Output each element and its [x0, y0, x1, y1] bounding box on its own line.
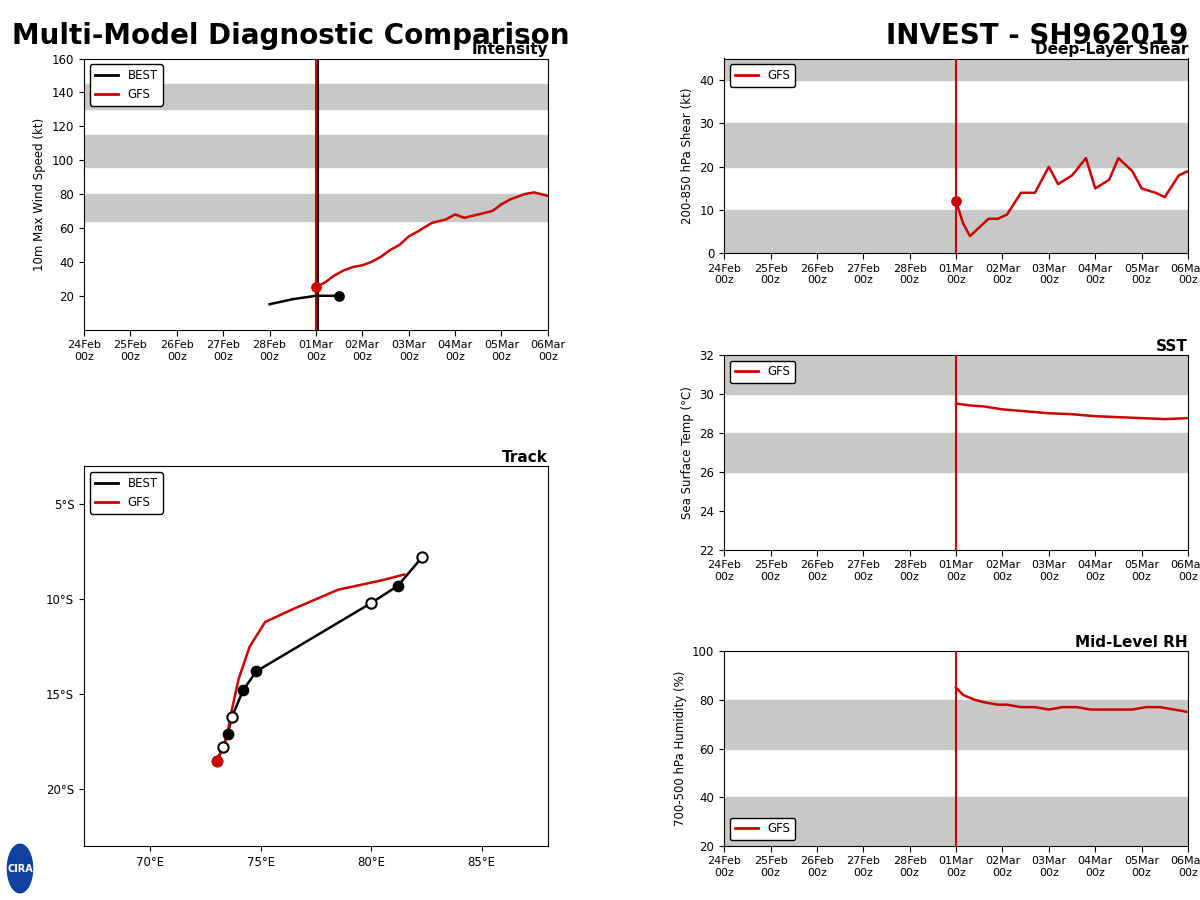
Bar: [84, 194, 548, 221]
Text: Multi-Model Diagnostic Comparison: Multi-Model Diagnostic Comparison: [12, 22, 570, 50]
Text: SST: SST: [1156, 338, 1188, 354]
Bar: [724, 58, 1188, 80]
Text: Intensity: Intensity: [472, 42, 548, 58]
Text: Deep-Layer Shear: Deep-Layer Shear: [1034, 42, 1188, 58]
Text: INVEST - SH962019: INVEST - SH962019: [886, 22, 1188, 50]
Bar: [724, 433, 1188, 472]
Point: [947, 194, 966, 209]
Y-axis label: Sea Surface Temp (°C): Sea Surface Temp (°C): [680, 386, 694, 518]
Bar: [724, 355, 1188, 394]
Point: [330, 289, 349, 303]
Bar: [724, 797, 1188, 846]
Point: [306, 280, 325, 294]
Point: [388, 579, 407, 593]
Bar: [724, 700, 1188, 749]
Text: Track: Track: [502, 450, 548, 465]
Bar: [84, 84, 548, 109]
Legend: BEST, GFS: BEST, GFS: [90, 65, 162, 106]
Point: [218, 727, 238, 742]
Point: [214, 740, 233, 754]
Text: CIRA: CIRA: [7, 863, 32, 874]
Point: [206, 753, 226, 768]
Legend: GFS: GFS: [730, 65, 796, 86]
Point: [247, 664, 266, 679]
Bar: [724, 123, 1188, 166]
Legend: GFS: GFS: [730, 361, 796, 383]
Text: Mid-Level RH: Mid-Level RH: [1075, 634, 1188, 650]
Y-axis label: 700-500 hPa Humidity (%): 700-500 hPa Humidity (%): [673, 670, 686, 826]
Point: [206, 753, 226, 768]
Point: [413, 550, 432, 564]
Point: [361, 596, 380, 610]
Bar: [724, 210, 1188, 254]
Circle shape: [7, 844, 32, 893]
Point: [234, 683, 253, 698]
Bar: [84, 135, 548, 167]
Y-axis label: 10m Max Wind Speed (kt): 10m Max Wind Speed (kt): [34, 118, 47, 271]
Y-axis label: 200-850 hPa Shear (kt): 200-850 hPa Shear (kt): [680, 87, 694, 224]
Point: [222, 710, 241, 724]
Legend: BEST, GFS: BEST, GFS: [90, 472, 162, 514]
Legend: GFS: GFS: [730, 818, 796, 840]
